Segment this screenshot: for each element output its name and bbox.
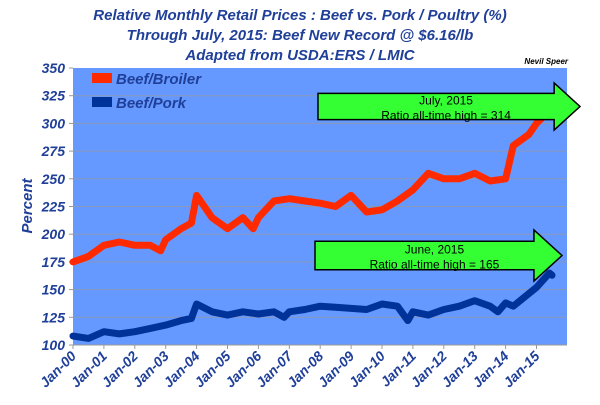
y-axis-label: Percent [19,177,36,233]
title-line-3: Adapted from USDA:ERS / LMIC [184,47,415,64]
legend: Beef/Broiler Beef/Pork [92,71,202,112]
series-line-beef-broiler [69,104,556,266]
legend-label-beef-pork: Beef/Pork [116,95,187,112]
y-tick-label: 250 [41,171,66,187]
y-tick-label: 100 [42,337,66,353]
y-tick-label: 225 [41,199,66,215]
annotation-line-2: Ratio all-time high = 314 [381,109,511,123]
y-tick-label: 300 [42,115,66,131]
series-line-beef-pork [69,269,556,342]
author-credit: Nevil Speer [524,57,568,66]
y-tick-label: 275 [41,143,66,159]
y-tick-label: 350 [42,60,66,76]
y-tick-label: 200 [41,226,66,242]
title-line-2: Through July, 2015: Beef New Record @ $6… [127,27,474,44]
y-tick-label: 150 [42,282,66,298]
legend-label-beef-broiler: Beef/Broiler [116,71,202,88]
y-tick-label: 325 [42,88,66,104]
annotation-line-1: June, 2015 [405,243,465,257]
annotation-arrow [317,81,582,132]
y-tick-label: 125 [42,309,66,325]
annotation-line-1: July, 2015 [419,94,473,108]
title-line-1: Relative Monthly Retail Prices : Beef vs… [93,7,506,24]
legend-swatch-beef-pork [92,97,112,107]
legend-swatch-beef-broiler [92,73,112,83]
annotation-line-2: Ratio all-time high = 165 [370,258,500,272]
y-tick-label: 175 [42,254,66,270]
annotation-arrow [314,228,564,283]
